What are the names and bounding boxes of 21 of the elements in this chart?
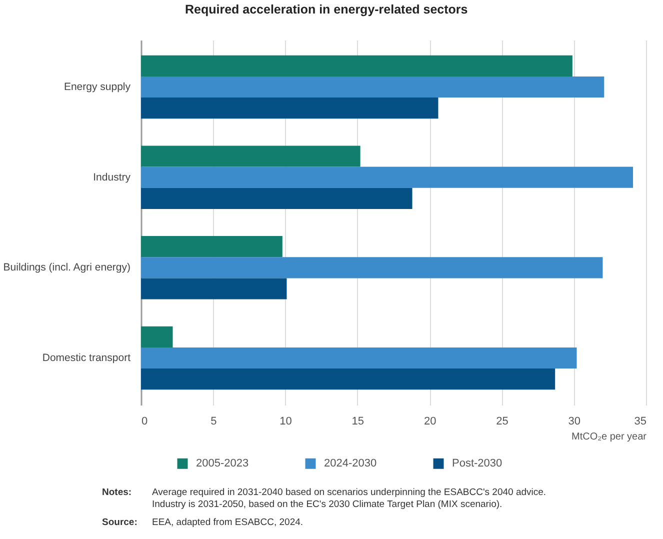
text: EEA, adapted from ESABCC, 2024. xyxy=(152,517,304,528)
x-tick-label: 0 xyxy=(142,416,148,428)
x-tick-label: 35 xyxy=(634,416,646,428)
x-tick-label: 30 xyxy=(568,416,580,428)
y-tick-label: Industry xyxy=(93,171,132,184)
x-tick-label: 25 xyxy=(496,416,508,428)
y-tick-label: Energy supply xyxy=(64,80,132,93)
legend-label: Post-2030 xyxy=(452,458,502,470)
legend-label: 2024-2030 xyxy=(324,458,377,470)
x-axis-title: MtCO₂e per year xyxy=(571,432,648,442)
x-tick-label: 20 xyxy=(424,416,436,428)
x-tick-label: 10 xyxy=(280,416,292,428)
legend-label: 2005-2023 xyxy=(196,458,249,470)
text: Notes: xyxy=(102,487,133,500)
x-tick-label: 5 xyxy=(210,416,217,428)
y-tick-label: Buildings (incl. Agri energy) xyxy=(3,262,130,274)
text: Average required in 2031-2040 based on scenarios underpinning the ESABCC's 2040 advice. Industry is 2031-2050, based on the EC's 2030 Climate Target Plan (MIX scenario). xyxy=(152,487,548,510)
y-tick-label: Domestic transport xyxy=(42,352,131,364)
chart-title: Required acceleration in energy-related sectors xyxy=(185,2,468,16)
x-tick-label: 15 xyxy=(352,416,364,428)
source-note: Source: xyxy=(102,517,138,528)
